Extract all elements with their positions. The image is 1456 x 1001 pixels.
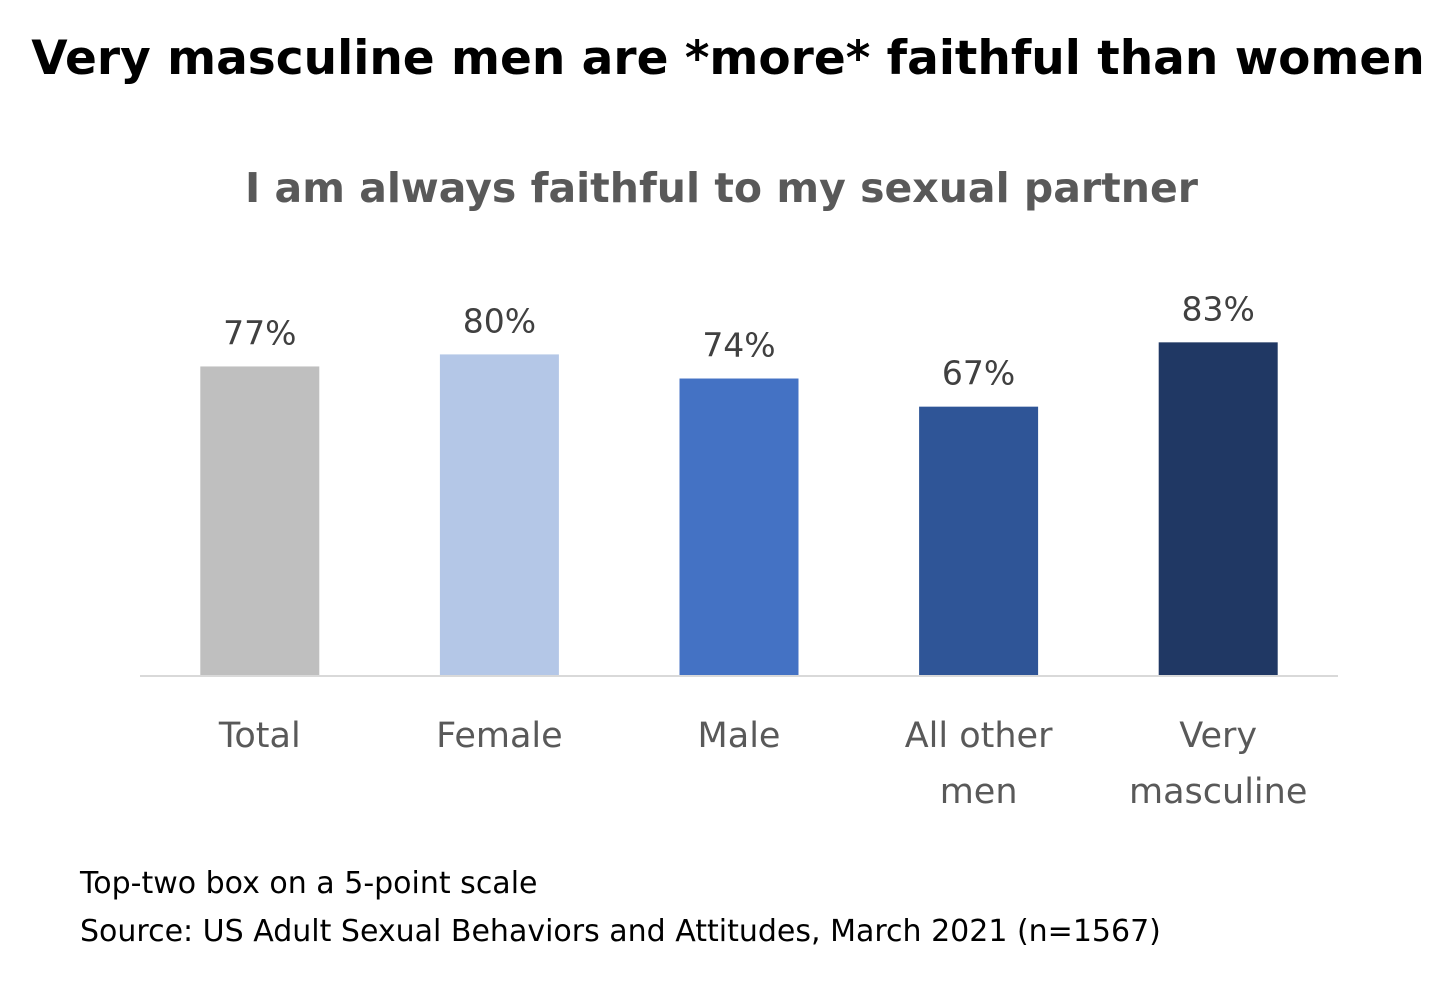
data-label-2: 74% (702, 326, 775, 365)
scale-note: Top-two box on a 5-point scale (80, 866, 538, 901)
chart-title: I am always faithful to my sexual partne… (245, 164, 1198, 212)
bar-3 (919, 406, 1039, 676)
category-label-4-1: masculine (1129, 772, 1307, 812)
category-label-3-0: All other (905, 716, 1053, 756)
labels-layer: 77% Total 80% Female 74% Male 67% All other men 8… (218, 289, 1307, 812)
data-label-1: 80% (463, 301, 536, 340)
category-label-4-0: Very (1179, 716, 1257, 756)
data-label-4: 83% (1182, 289, 1255, 328)
chart-notes: Top-two box on a 5-point scale Source: U… (80, 860, 1161, 956)
data-label-0: 77% (223, 313, 296, 352)
bars-layer (200, 342, 1278, 676)
bar-1 (439, 354, 559, 676)
category-label-1-0: Female (436, 716, 563, 756)
category-label-3-1: men (940, 772, 1018, 812)
bar-2 (679, 378, 799, 676)
category-label-0-0: Total (218, 716, 301, 756)
bar-0 (200, 366, 320, 676)
category-label-2-0: Male (698, 716, 781, 756)
bar-chart: 77% Total 80% Female 74% Male 67% All other men 8… (140, 289, 1338, 812)
page-headline: Very masculine men are *more* faithful t… (31, 31, 1425, 86)
bar-4 (1158, 342, 1278, 676)
source-note: Source: US Adult Sexual Behaviors and At… (80, 914, 1161, 949)
data-label-3: 67% (942, 354, 1015, 393)
